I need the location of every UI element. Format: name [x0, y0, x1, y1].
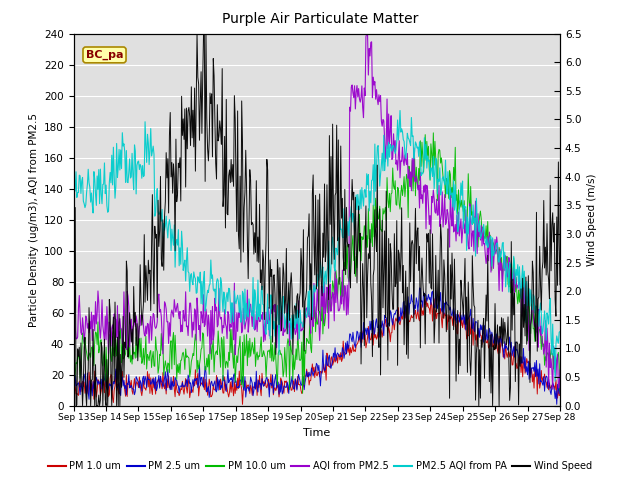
Text: BC_pa: BC_pa: [86, 50, 124, 60]
Legend: PM 1.0 um, PM 2.5 um, PM 10.0 um, AQI from PM2.5, PM2.5 AQI from PA, Wind Speed: PM 1.0 um, PM 2.5 um, PM 10.0 um, AQI fr…: [44, 457, 596, 475]
X-axis label: Time: Time: [303, 428, 330, 438]
Text: Purple Air Particulate Matter: Purple Air Particulate Matter: [222, 12, 418, 26]
Y-axis label: Wind Speed (m/s): Wind Speed (m/s): [587, 173, 597, 266]
Y-axis label: Particle Density (ug/m3), AQI from PM2.5: Particle Density (ug/m3), AQI from PM2.5: [29, 113, 38, 326]
